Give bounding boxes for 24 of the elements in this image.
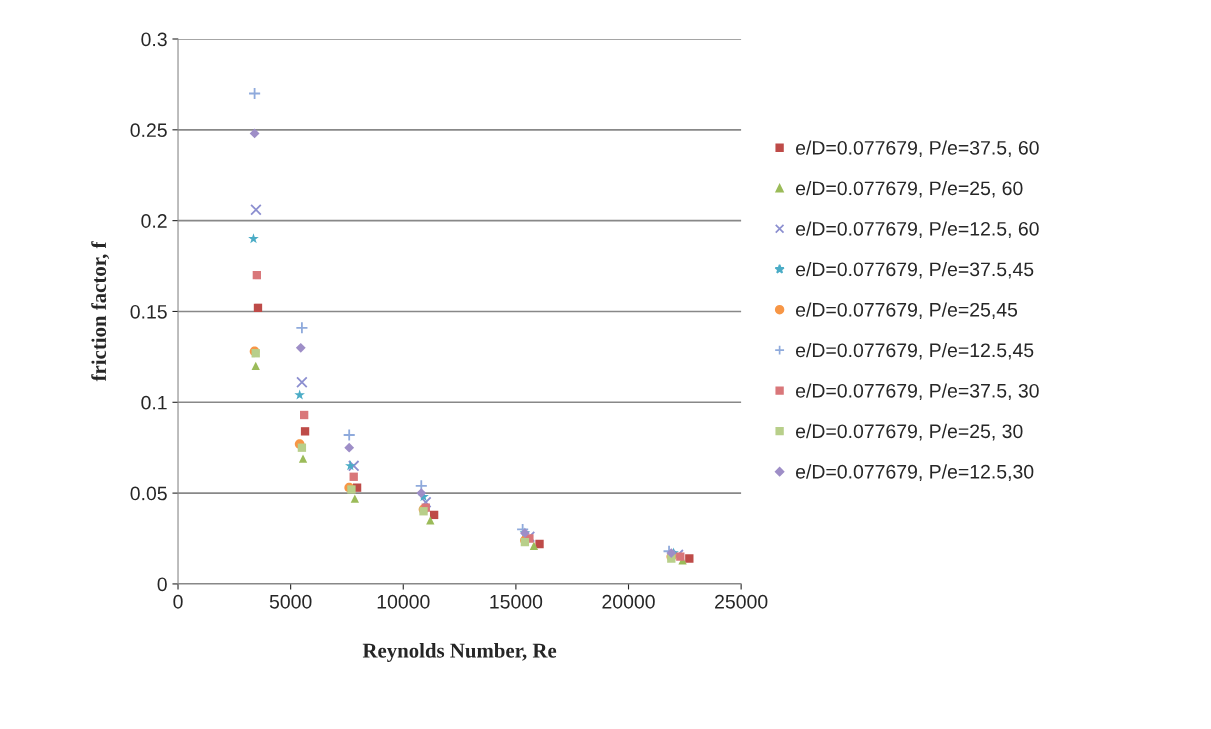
- legend-label: e/D=0.077679, P/e=37.5,45: [796, 261, 1034, 279]
- y-tick-label: 0.15: [130, 304, 167, 319]
- x-tick-label: 15000: [490, 594, 543, 609]
- legend-label: e/D=0.077679, P/e=12.5,45: [796, 342, 1034, 360]
- x-tick-label: 20000: [602, 594, 655, 609]
- legend-label: e/D=0.077679, P/e=12.5,30: [796, 464, 1034, 481]
- legend-label: e/D=0.077679, P/e=37.5, 30: [796, 383, 1039, 400]
- y-tick-label: 0.05: [130, 486, 167, 501]
- y-tick-label: 0.25: [130, 123, 167, 138]
- legend-label: e/D=0.077679, P/e=25, 60: [796, 180, 1023, 198]
- legend-label: e/D=0.077679, P/e=12.5, 60: [796, 221, 1039, 239]
- x-tick-label: 5000: [269, 594, 312, 609]
- x-tick-label: 25000: [715, 594, 768, 609]
- x-tick-label: 10000: [377, 594, 430, 609]
- y-tick-label: 0.2: [141, 214, 167, 228]
- x-tick-label: 0: [173, 594, 183, 609]
- y-axis-title: friction factor, f: [91, 241, 110, 382]
- y-tick-label: 0.3: [141, 32, 167, 47]
- legend-label: e/D=0.077679, P/e=25,45: [796, 302, 1018, 319]
- y-tick-label: 0.1: [141, 395, 167, 410]
- x-axis-title: Reynolds Number, Re: [362, 643, 557, 662]
- legend-label: e/D=0.077679, P/e=25, 30: [796, 423, 1023, 441]
- legend-label: e/D=0.077679, P/e=37.5, 60: [796, 140, 1039, 158]
- y-tick-label: 0: [157, 577, 167, 592]
